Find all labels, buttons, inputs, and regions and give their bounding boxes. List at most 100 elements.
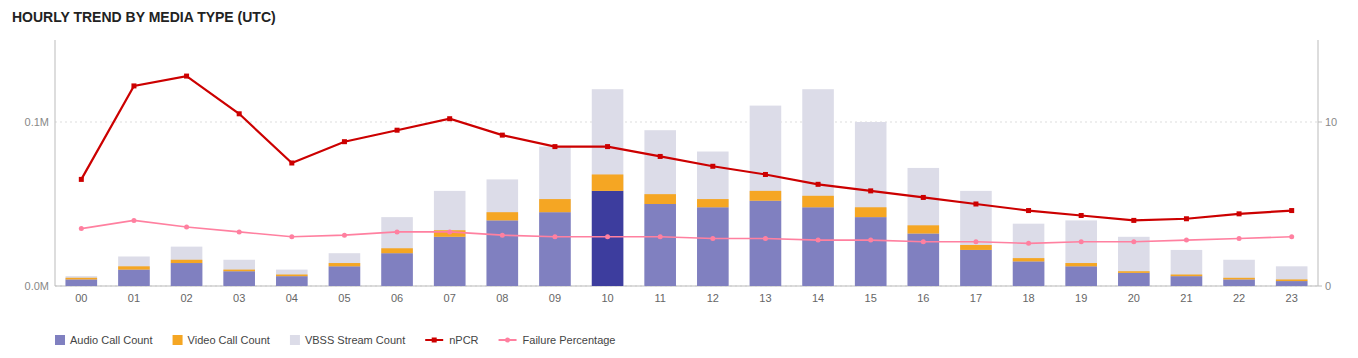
legend-item: Failure Percentage bbox=[499, 334, 616, 346]
marker bbox=[1131, 218, 1136, 223]
bar bbox=[697, 199, 729, 207]
bar bbox=[66, 279, 98, 286]
marker bbox=[973, 239, 978, 244]
bar bbox=[329, 263, 361, 266]
marks bbox=[66, 74, 1308, 286]
bar bbox=[1013, 258, 1045, 261]
marker bbox=[1237, 211, 1242, 216]
legend-label: Failure Percentage bbox=[523, 334, 616, 346]
bar bbox=[329, 253, 361, 286]
marker bbox=[237, 111, 242, 116]
bar bbox=[329, 266, 361, 286]
x-tick-label: 21 bbox=[1180, 292, 1192, 304]
marker bbox=[552, 144, 557, 149]
marker bbox=[763, 236, 768, 241]
bar bbox=[1171, 250, 1203, 286]
bar bbox=[960, 250, 992, 286]
bar bbox=[855, 122, 887, 286]
x-tick-label: 13 bbox=[759, 292, 771, 304]
bar bbox=[66, 278, 98, 280]
marker bbox=[342, 233, 347, 238]
bar bbox=[539, 212, 571, 286]
bar bbox=[592, 191, 624, 286]
marker bbox=[1079, 213, 1084, 218]
marker bbox=[500, 233, 505, 238]
x-tick-label: 23 bbox=[1286, 292, 1298, 304]
bar bbox=[487, 212, 519, 220]
bar bbox=[908, 168, 940, 286]
bar bbox=[539, 199, 571, 212]
bar bbox=[1276, 279, 1308, 281]
legend-label: nPCR bbox=[449, 334, 478, 346]
marker bbox=[1184, 216, 1189, 221]
bar bbox=[750, 191, 782, 201]
bar bbox=[171, 247, 203, 286]
legend-label: Audio Call Count bbox=[70, 334, 153, 346]
bar bbox=[1171, 276, 1203, 286]
marker bbox=[868, 188, 873, 193]
grid-line bbox=[55, 122, 1318, 123]
bar bbox=[592, 89, 624, 286]
bar bbox=[276, 276, 308, 286]
marker bbox=[605, 234, 610, 239]
marker bbox=[447, 229, 452, 234]
bar bbox=[171, 263, 203, 286]
bar bbox=[750, 106, 782, 286]
marker bbox=[973, 202, 978, 207]
marker bbox=[552, 234, 557, 239]
x-tick-label: 16 bbox=[917, 292, 929, 304]
x-tick-label: 05 bbox=[338, 292, 350, 304]
bar bbox=[1065, 266, 1097, 286]
marker bbox=[1026, 241, 1031, 246]
x-tick-label: 09 bbox=[549, 292, 561, 304]
bar bbox=[697, 152, 729, 286]
x-tick-label: 06 bbox=[391, 292, 403, 304]
legend-item: Audio Call Count bbox=[55, 334, 153, 346]
marker bbox=[1289, 208, 1294, 213]
marker bbox=[921, 195, 926, 200]
marker bbox=[763, 172, 768, 177]
bar bbox=[855, 207, 887, 217]
bar bbox=[223, 270, 255, 272]
bar bbox=[1276, 281, 1308, 286]
x-tick-label: 00 bbox=[75, 292, 87, 304]
legend-swatch bbox=[173, 335, 183, 345]
marker bbox=[868, 238, 873, 243]
marker bbox=[1026, 208, 1031, 213]
y-tick-label: 0.1M bbox=[25, 116, 49, 128]
bar bbox=[171, 260, 203, 263]
x-tick-label: 12 bbox=[707, 292, 719, 304]
title: HOURLY TREND BY MEDIA TYPE (UTC) bbox=[12, 9, 276, 25]
bar bbox=[1013, 224, 1045, 286]
bar bbox=[802, 207, 834, 286]
legend-marker bbox=[432, 338, 437, 343]
bar bbox=[381, 217, 413, 286]
bar bbox=[1118, 273, 1150, 286]
bar bbox=[644, 194, 676, 204]
bar bbox=[1171, 275, 1203, 277]
legend-item: VBSS Stream Count bbox=[290, 334, 405, 346]
bar bbox=[960, 245, 992, 250]
marker bbox=[1131, 239, 1136, 244]
marker bbox=[79, 226, 84, 231]
legend-marker bbox=[505, 338, 510, 343]
marker bbox=[1237, 236, 1242, 241]
line bbox=[81, 76, 1291, 220]
y2-tick-label: 10 bbox=[1325, 116, 1337, 128]
bar bbox=[276, 270, 308, 286]
y2-tick bbox=[1318, 122, 1322, 123]
line bbox=[81, 220, 1291, 243]
bar bbox=[1223, 260, 1255, 286]
grid bbox=[55, 122, 1318, 286]
marker bbox=[395, 229, 400, 234]
bar bbox=[223, 271, 255, 286]
bar bbox=[802, 196, 834, 207]
y-axis-line bbox=[55, 40, 56, 286]
marker bbox=[1289, 234, 1294, 239]
bar bbox=[381, 253, 413, 286]
bar bbox=[1065, 220, 1097, 286]
x-tick-label: 01 bbox=[128, 292, 140, 304]
bar bbox=[697, 207, 729, 286]
x-tick-label: 14 bbox=[812, 292, 824, 304]
x-tick-label: 22 bbox=[1233, 292, 1245, 304]
